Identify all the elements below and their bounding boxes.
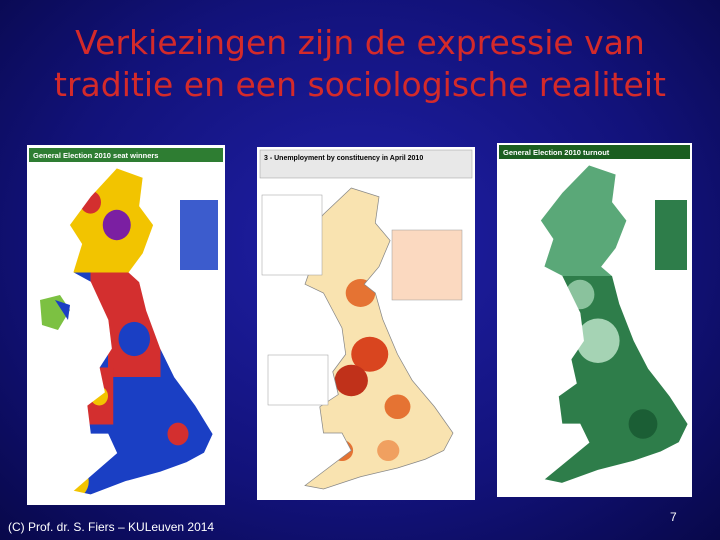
title-line: Verkiezingen zijn de expressie van — [75, 23, 645, 62]
map-header: General Election 2010 turnout — [503, 148, 610, 157]
map-seat-winners: General Election 2010 seat winners — [27, 145, 225, 505]
footer: (C) Prof. dr. S. Fiers – KULeuven 2014 — [8, 520, 215, 534]
map-header: General Election 2010 seat winners — [33, 151, 158, 160]
slide-title: Verkiezingen zijn de expressie van tradi… — [0, 22, 720, 106]
map-header: 3 - Unemployment by constituency in Apri… — [264, 155, 423, 162]
map-unemployment: 3 - Unemployment by constituency in Apri… — [257, 147, 475, 500]
page-number: 7 — [670, 510, 677, 524]
title-line: traditie en een sociologische realiteit — [54, 65, 666, 104]
map-turnout: General Election 2010 turnout — [497, 143, 692, 497]
